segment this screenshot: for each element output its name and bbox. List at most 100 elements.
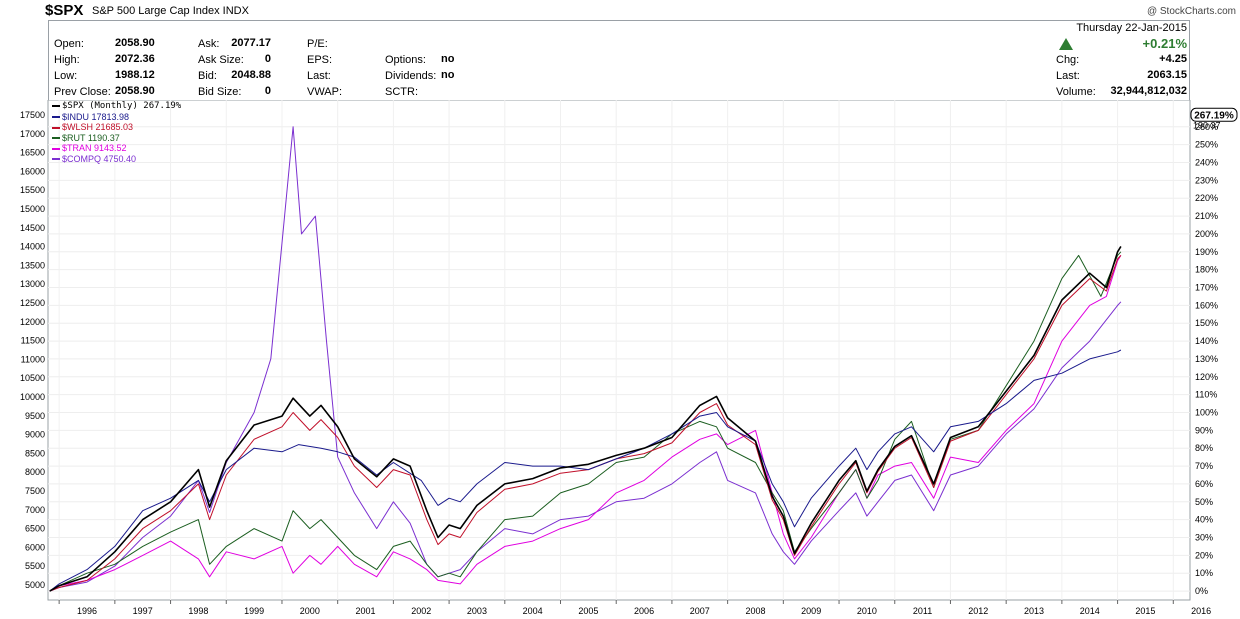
right-axis-tick: 210% bbox=[1195, 211, 1218, 221]
legend-swatch bbox=[52, 147, 60, 150]
x-axis-tick: 2000 bbox=[300, 606, 320, 616]
x-axis-tick: 2014 bbox=[1080, 606, 1100, 616]
right-axis-tick: 120% bbox=[1195, 372, 1218, 382]
left-axis-tick: 14000 bbox=[20, 242, 45, 252]
right-axis-tick: 110% bbox=[1195, 390, 1217, 400]
right-axis-tick: 190% bbox=[1195, 247, 1218, 257]
right-axis-tick: 260% bbox=[1195, 122, 1218, 132]
prev-close-label: Prev Close: bbox=[54, 86, 111, 98]
volume-label: Volume: bbox=[1056, 86, 1096, 98]
left-axis-tick: 12000 bbox=[20, 317, 45, 327]
chg-value: +4.25 bbox=[1159, 53, 1187, 65]
symbol-title: $SPX bbox=[45, 2, 84, 19]
chart-legend: $SPX (Monthly) 267.19% $INDU 17813.98 $W… bbox=[52, 101, 181, 164]
series-line bbox=[49, 126, 1122, 592]
high-label: High: bbox=[54, 54, 80, 66]
right-axis-tick: 240% bbox=[1195, 158, 1218, 168]
left-axis-tick: 17500 bbox=[20, 110, 45, 120]
x-axis-tick: 2007 bbox=[690, 606, 710, 616]
series-line bbox=[49, 255, 1122, 592]
left-axis-tick: 8500 bbox=[25, 448, 45, 458]
left-axis-tick: 6000 bbox=[25, 542, 45, 552]
legend-label: $INDU 17813.98 bbox=[62, 111, 130, 122]
end-label-spx: 267.19% bbox=[1194, 110, 1234, 121]
series-line bbox=[49, 349, 1122, 592]
eps-label: EPS: bbox=[307, 54, 333, 66]
dividends-label: Dividends: bbox=[385, 70, 437, 82]
left-axis-tick: 8000 bbox=[25, 467, 45, 477]
legend-swatch bbox=[52, 104, 60, 107]
bid-size-value: 0 bbox=[264, 85, 271, 97]
x-axis-tick: 2010 bbox=[857, 606, 877, 616]
left-axis-tick: 7500 bbox=[25, 486, 45, 496]
legend-item-wlsh[interactable]: $WLSH 21685.03 bbox=[52, 122, 181, 133]
x-axis-tick: 2009 bbox=[801, 606, 821, 616]
legend-item-compq[interactable]: $COMPQ 4750.40 bbox=[52, 154, 181, 165]
quote-panel bbox=[48, 20, 1190, 100]
x-axis-tick: 2012 bbox=[968, 606, 988, 616]
options-value: no bbox=[441, 53, 455, 65]
right-axis-tick: 60% bbox=[1195, 479, 1213, 489]
left-axis-tick: 10000 bbox=[20, 392, 45, 402]
open-label: Open: bbox=[54, 38, 84, 50]
left-axis-tick: 11500 bbox=[21, 336, 45, 346]
right-axis-tick: 0% bbox=[1195, 586, 1208, 596]
right-axis-tick: 140% bbox=[1195, 336, 1218, 346]
legend-item-spx[interactable]: $SPX (Monthly) 267.19% bbox=[52, 101, 181, 112]
end-label-box bbox=[1190, 107, 1238, 122]
index-name: S&P 500 Large Cap Index INDX bbox=[92, 5, 249, 17]
x-axis-tick: 2003 bbox=[467, 606, 487, 616]
left-axis-tick: 17000 bbox=[20, 129, 45, 139]
x-axis-tick: 1999 bbox=[244, 606, 264, 616]
right-axis-tick: 10% bbox=[1195, 568, 1213, 578]
x-axis-tick: 1996 bbox=[77, 606, 97, 616]
x-axis-tick: 1997 bbox=[133, 606, 153, 616]
legend-label: $TRAN 9143.52 bbox=[62, 143, 127, 153]
left-axis-tick: 16000 bbox=[20, 166, 45, 176]
legend-swatch bbox=[52, 116, 60, 119]
left-axis-tick: 10500 bbox=[20, 373, 45, 383]
x-axis-tick: 2013 bbox=[1024, 606, 1044, 616]
left-axis-tick: 11000 bbox=[21, 354, 45, 364]
left-axis-tick: 13500 bbox=[20, 260, 45, 270]
price-chart: 0% 10% 20% 30% 40% 50% 60% 70% 80% 90% 100% 110% 120… bbox=[20, 100, 1238, 616]
bid-value: 2048.88 bbox=[231, 69, 271, 81]
left-axis-tick: 12500 bbox=[20, 298, 45, 308]
legend-item-rut[interactable]: $RUT 1190.37 bbox=[52, 133, 181, 144]
stockcharts-credit[interactable]: @ StockCharts.com bbox=[1146, 6, 1236, 17]
right-axis-tick: 230% bbox=[1195, 175, 1218, 185]
legend-label: $RUT 1190.37 bbox=[62, 132, 120, 143]
bid-size-label: Bid Size: bbox=[198, 86, 242, 98]
right-axis-tick: 50% bbox=[1195, 497, 1213, 507]
legend-item-tran[interactable]: $TRAN 9143.52 bbox=[52, 143, 181, 154]
last-label: Last: bbox=[1056, 70, 1080, 82]
right-axis-tick: 160% bbox=[1195, 300, 1218, 310]
left-axis-tick: 9500 bbox=[25, 411, 45, 421]
left-axis-tick: 7000 bbox=[25, 505, 45, 515]
options-label: Options: bbox=[385, 54, 426, 66]
last-value: 2063.15 bbox=[1147, 69, 1187, 81]
legend-swatch bbox=[52, 137, 60, 140]
last-label-mid: Last: bbox=[307, 70, 331, 82]
left-axis-tick: 14500 bbox=[20, 223, 45, 233]
vwap-label: VWAP: bbox=[307, 86, 343, 98]
ask-label: Ask: bbox=[198, 38, 220, 50]
x-axis-tick: 2015 bbox=[1135, 606, 1155, 616]
left-axis-tick: 13000 bbox=[20, 279, 45, 289]
right-axis-tick: 20% bbox=[1195, 550, 1213, 560]
dividends-value: no bbox=[441, 69, 455, 81]
pe-label: P/E: bbox=[307, 38, 328, 50]
x-axis-tick: 2016 bbox=[1191, 606, 1211, 616]
sctr-label: SCTR: bbox=[385, 86, 418, 98]
right-axis-tick: 90% bbox=[1195, 425, 1213, 435]
high-value: 2072.36 bbox=[115, 53, 155, 65]
right-axis-tick: 70% bbox=[1195, 461, 1213, 471]
legend-label: $COMPQ 4750.40 bbox=[62, 153, 137, 164]
left-axis-tick: 15500 bbox=[20, 185, 45, 195]
bid-label: Bid: bbox=[198, 70, 217, 82]
x-axis-tick: 2001 bbox=[356, 606, 376, 616]
right-axis-tick: 130% bbox=[1195, 354, 1218, 364]
right-axis-tick: 100% bbox=[1195, 408, 1218, 418]
plot-area bbox=[47, 100, 1191, 601]
legend-item-indu[interactable]: $INDU 17813.98 bbox=[52, 112, 181, 123]
